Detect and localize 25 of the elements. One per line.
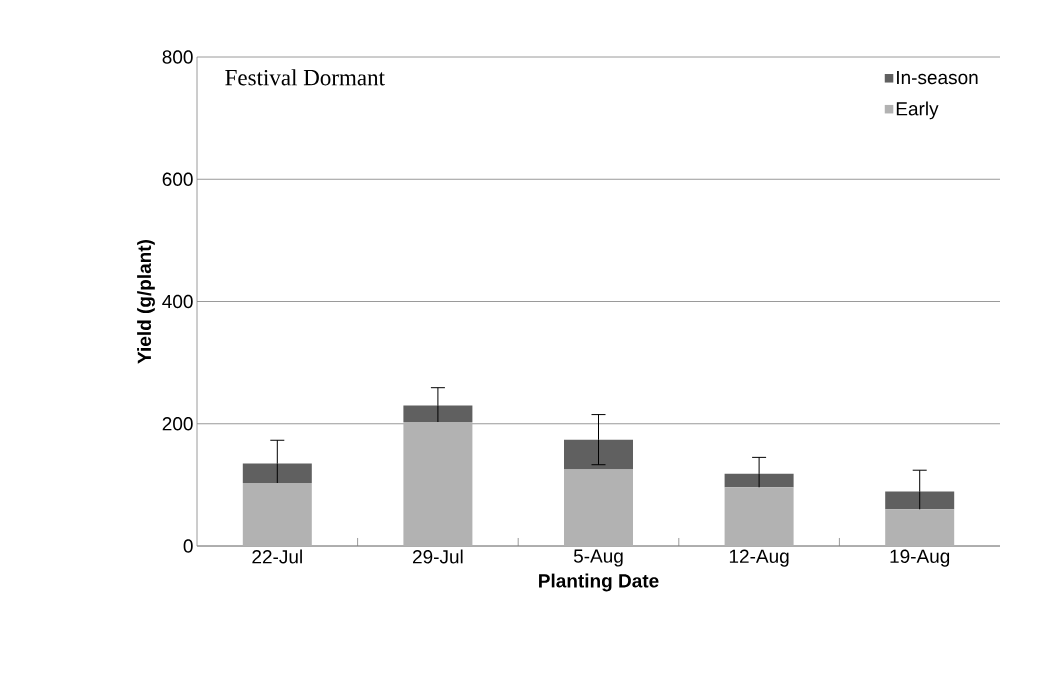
bar (885, 509, 955, 546)
y-axis-title: Yield (g/plant) (137, 240, 155, 364)
x-tick-label: 5-Aug (573, 549, 623, 567)
bar (885, 491, 955, 510)
bar (564, 469, 633, 546)
bar (242, 463, 312, 484)
y-tick-label: 0 (183, 539, 193, 553)
x-tick-label: 22-Jul (252, 549, 302, 564)
chart-title: Festival Dormant (225, 69, 385, 86)
bar (403, 421, 473, 546)
y-tick-label: 800 (162, 50, 193, 64)
y-tick-label: 400 (162, 294, 193, 309)
x-tick-label: 29-Jul (412, 549, 463, 564)
legend-label: Early (896, 101, 939, 120)
x-tick-label: 12-Aug (729, 549, 789, 567)
x-tick-label: 19-Aug (890, 549, 950, 567)
bar (564, 439, 633, 470)
bar (242, 483, 312, 546)
bar (724, 473, 794, 488)
y-tick-label: 200 (162, 417, 193, 431)
legend-label: In-season (897, 71, 978, 85)
y-tick-label: 600 (162, 172, 193, 186)
bar (403, 405, 473, 422)
bar (724, 487, 794, 546)
x-axis-title: Planting Date (539, 573, 659, 592)
